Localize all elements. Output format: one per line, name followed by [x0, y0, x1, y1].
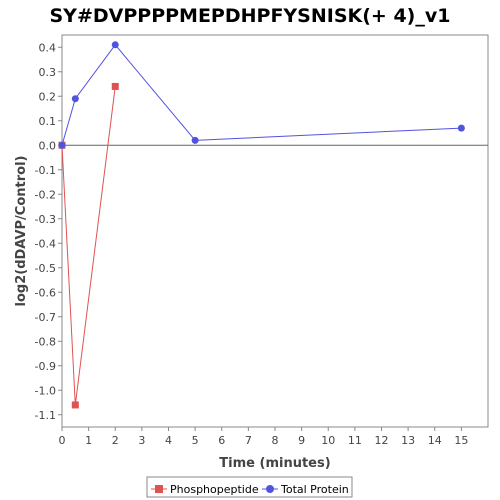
x-tick-label: 2 — [112, 434, 119, 447]
y-tick-label: -0.4 — [35, 237, 56, 250]
x-tick-label: 14 — [428, 434, 442, 447]
legend-total-marker — [266, 485, 274, 493]
chart-title: SY#DVPPPPMEPDHPFYSNISK(+ 4)_v1 — [50, 5, 451, 27]
x-tick-label: 0 — [59, 434, 66, 447]
y-tick-label: -0.6 — [35, 286, 56, 299]
x-tick-label: 13 — [401, 434, 415, 447]
x-tick-label: 4 — [165, 434, 172, 447]
y-tick-label: -1.0 — [35, 384, 56, 397]
y-tick-label: 0.3 — [39, 66, 57, 79]
total-protein-point — [58, 141, 66, 149]
x-tick-label: 3 — [138, 434, 145, 447]
y-tick-label: -0.8 — [35, 335, 56, 348]
y-tick-label: -0.2 — [35, 188, 56, 201]
legend-total-protein-label: Total Protein — [280, 483, 349, 496]
y-tick-label: -0.3 — [35, 213, 56, 226]
x-axis: 0 1 2 3 4 5 6 7 8 9 10 11 12 13 14 15 — [59, 427, 468, 447]
y-tick-label: -0.5 — [35, 262, 56, 275]
total-protein-point — [111, 41, 119, 49]
y-tick-label: 0.1 — [39, 115, 57, 128]
x-tick-label: 15 — [454, 434, 468, 447]
y-axis: 0.4 0.3 0.2 0.1 0.0 -0.1 -0.2 -0.3 -0.4 -0.5 -0.6 -… — [35, 41, 62, 422]
x-tick-label: 9 — [298, 434, 305, 447]
phosphopeptide-point — [71, 401, 79, 409]
x-tick-label: 10 — [321, 434, 335, 447]
y-tick-label: -0.7 — [35, 311, 56, 324]
x-axis-title: Time (minutes) — [219, 456, 330, 471]
x-tick-label: 7 — [245, 434, 252, 447]
y-tick-label: 0.2 — [39, 90, 57, 103]
plot-area — [61, 34, 489, 428]
y-tick-label: -0.9 — [35, 360, 56, 373]
legend-phosphopeptide-label: Phosphopeptide — [170, 483, 259, 496]
phosphopeptide-point — [111, 82, 119, 90]
legend-box — [146, 476, 353, 498]
legend-phospho-marker — [155, 485, 163, 493]
y-tick-label: 0.0 — [39, 139, 57, 152]
y-axis-title: log2(dDAVP/Control) — [14, 156, 29, 307]
x-tick-label: 8 — [272, 434, 279, 447]
total-protein-point — [71, 95, 79, 103]
x-tick-label: 6 — [218, 434, 225, 447]
y-tick-label: -0.1 — [35, 164, 56, 177]
series-layer — [58, 41, 465, 409]
x-tick-label: 5 — [192, 434, 199, 447]
total-protein-point — [457, 124, 465, 132]
x-tick-label: 1 — [85, 434, 92, 447]
total-protein-point — [191, 136, 199, 144]
x-tick-label: 11 — [348, 434, 362, 447]
y-tick-label: -1.1 — [35, 409, 56, 422]
legend: Phosphopeptide Total Protein — [146, 476, 353, 498]
y-tick-label: 0.4 — [39, 41, 57, 54]
x-tick-label: 12 — [375, 434, 389, 447]
